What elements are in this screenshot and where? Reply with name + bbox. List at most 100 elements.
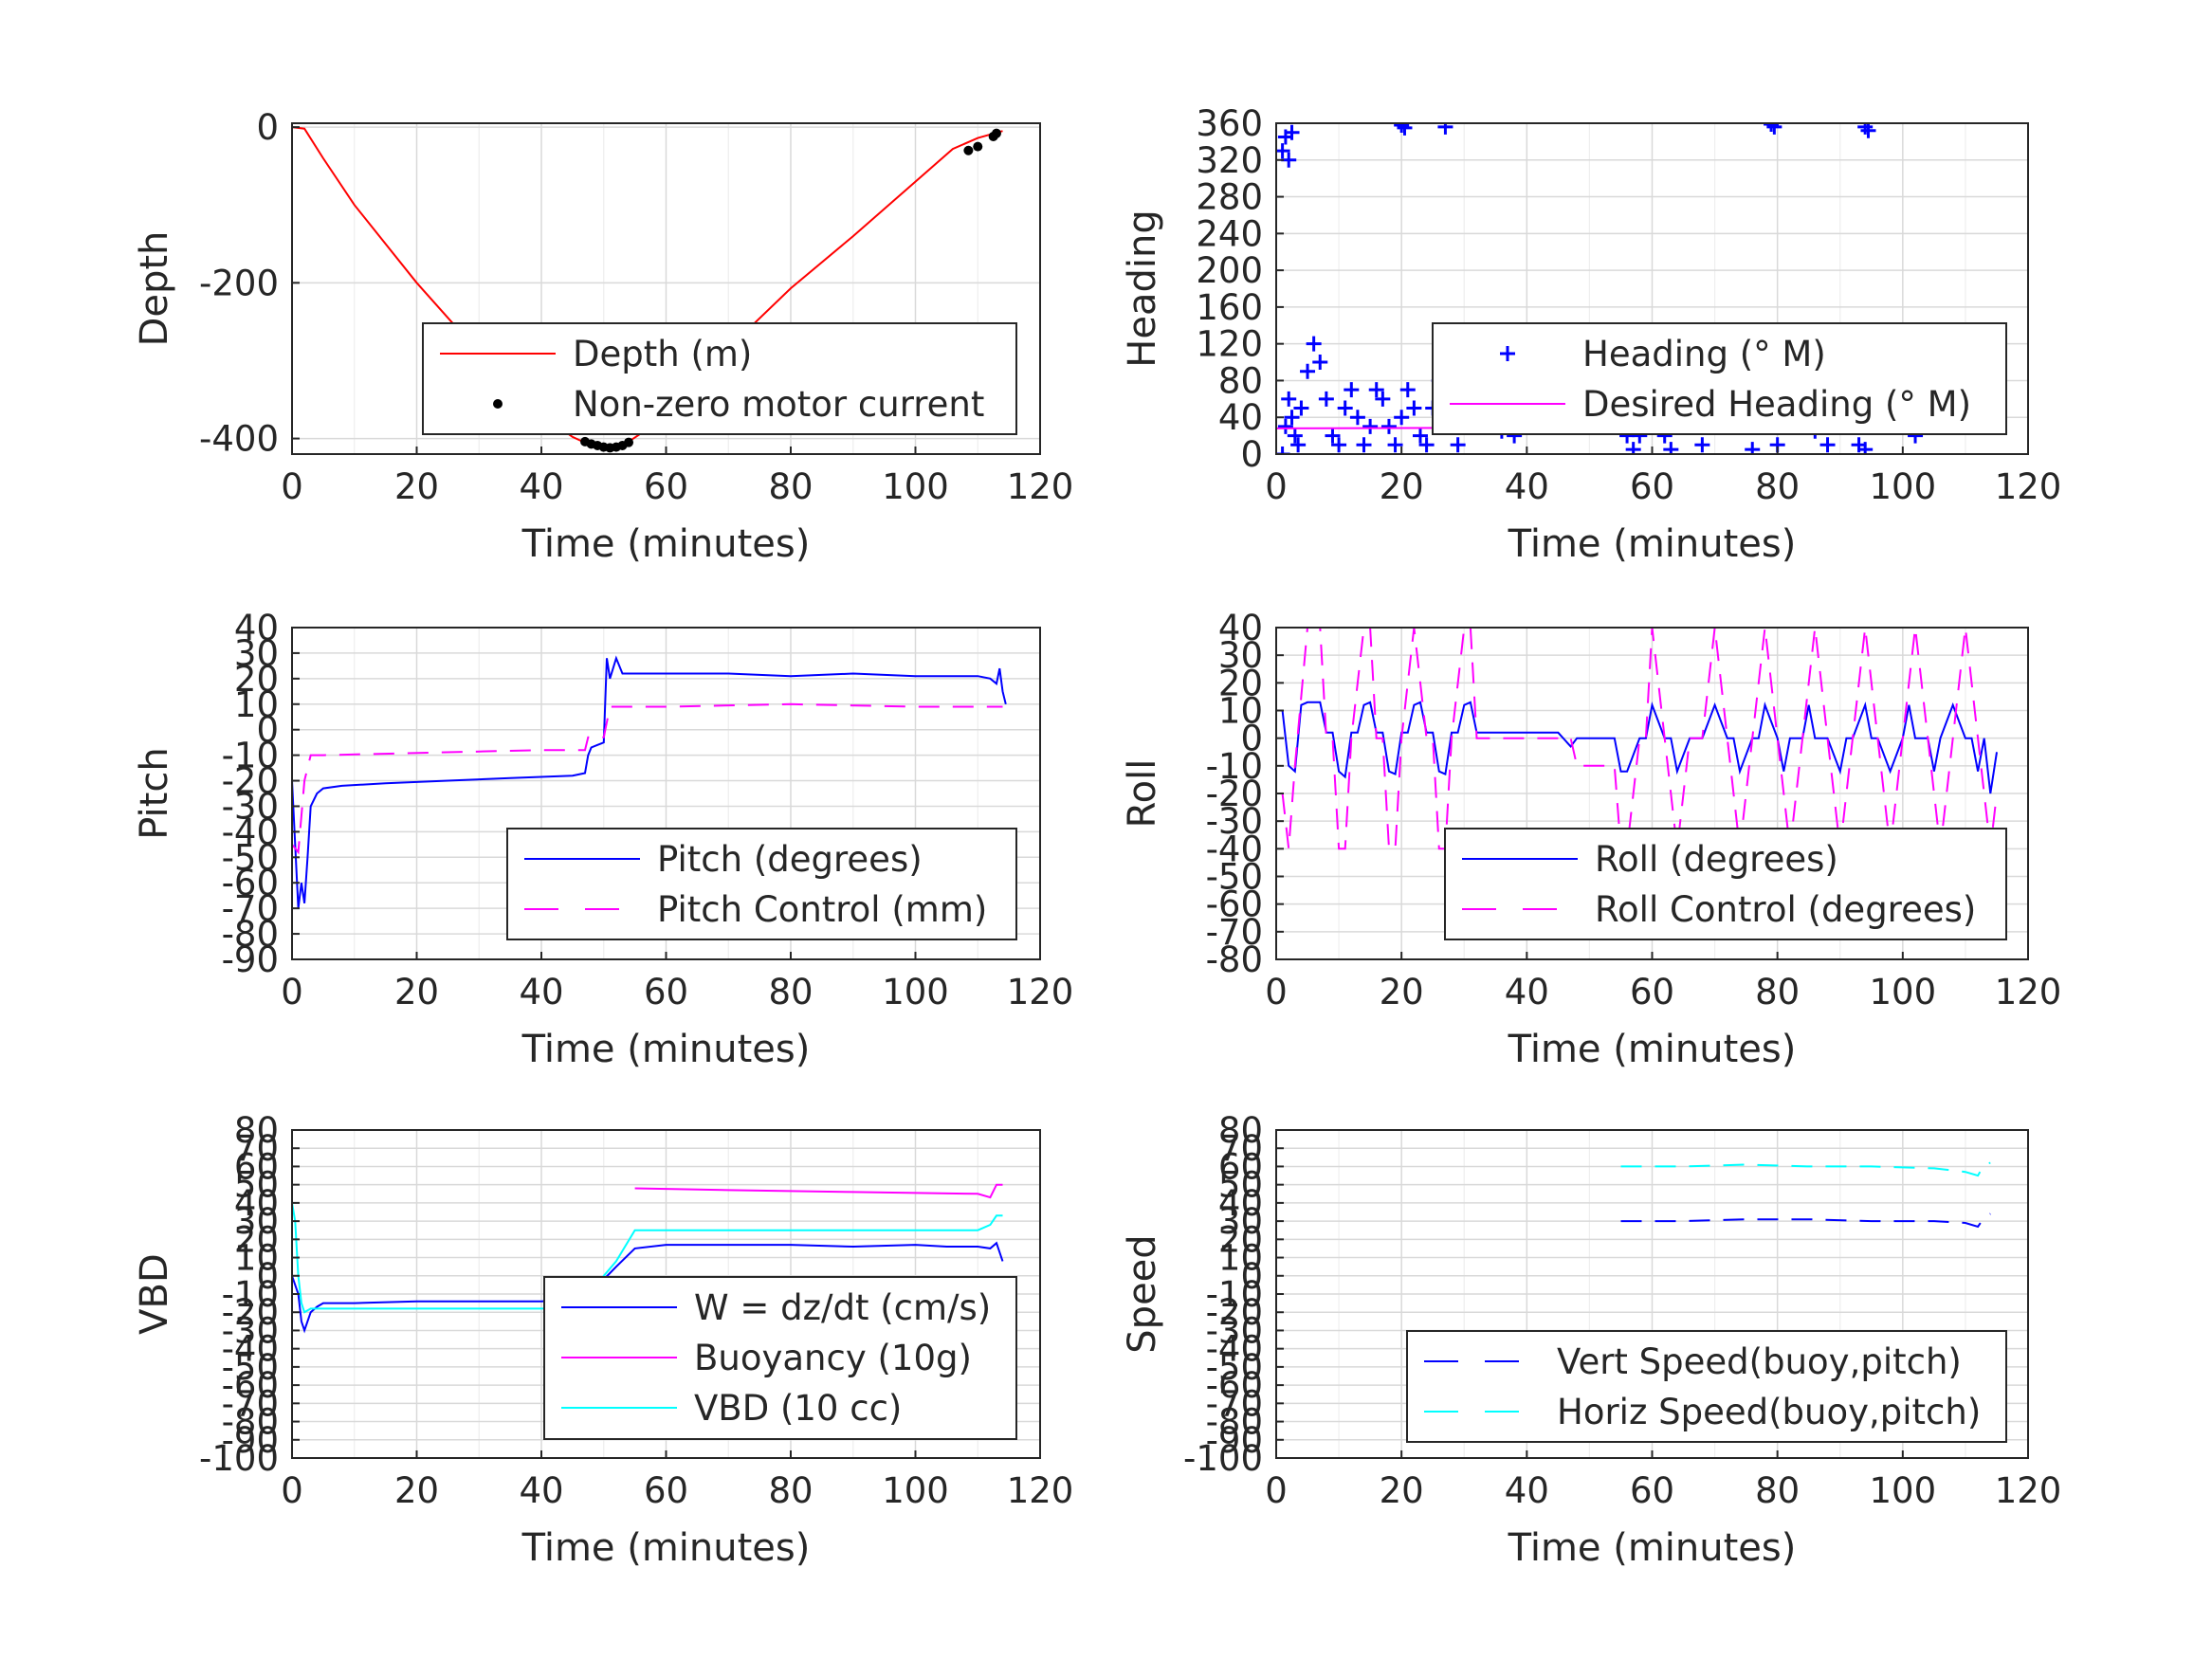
data-point	[1368, 382, 1384, 398]
x-tick-label: 40	[519, 972, 563, 1012]
y-tick-label: 80	[1218, 1110, 1263, 1151]
y-tick-label: 10	[234, 684, 279, 725]
legend-label: Desired Heading (° M)	[1582, 384, 1971, 425]
data-point	[991, 128, 1001, 138]
x-tick-label: 120	[1007, 1470, 1074, 1511]
x-tick-label: 20	[394, 1470, 439, 1511]
chart-panel-6: 0 20 40 60 80 100 12080706050403020100-10-20-3…	[1121, 1110, 2061, 1570]
legend-box	[1406, 1330, 2007, 1443]
y-tick-label: 320	[1196, 140, 1263, 181]
x-tick-label: 0	[1265, 972, 1288, 1012]
chart-panel-4: 0 20 40 60 80 100 120403020100-10-20-30-40-50-…	[1121, 608, 2061, 1071]
y-axis-label: Speed	[1121, 1234, 1164, 1353]
legend-label: Roll (degrees)	[1595, 839, 1838, 880]
y-axis-label: Pitch	[133, 747, 176, 839]
x-tick-label: 100	[1870, 466, 1937, 507]
y-tick-label: 40	[1218, 608, 1263, 648]
data-point	[1745, 442, 1761, 454]
x-tick-label: 40	[1505, 466, 1549, 507]
legend-marker	[493, 399, 503, 409]
data-point	[1663, 442, 1679, 454]
y-tick-label: -20	[222, 1292, 279, 1333]
y-tick-label: -30	[1206, 801, 1263, 842]
legend: Depth (m) Non-zero motor current	[422, 322, 1017, 435]
data-point	[1293, 400, 1309, 416]
x-tick-label: 60	[644, 466, 688, 507]
y-tick-label: 30	[234, 633, 279, 674]
y-tick-label: -70	[1206, 912, 1263, 953]
series-pitch-control-mm	[292, 702, 1003, 855]
y-tick-label: -80	[1206, 1402, 1263, 1443]
x-tick-label: 60	[644, 972, 688, 1012]
data-point	[1397, 123, 1413, 136]
legend-box	[1432, 322, 2007, 435]
series-horiz-speed-buoy-pitch	[1620, 1161, 1991, 1177]
data-point	[1281, 391, 1297, 407]
y-tick-label: -20	[1206, 774, 1263, 814]
series-layer	[292, 655, 1007, 909]
x-tick-label: 120	[1995, 972, 2062, 1012]
y-tick-label: -60	[1206, 1365, 1263, 1406]
y-tick-label: 80	[234, 1110, 279, 1151]
y-tick-label: 0	[256, 1256, 279, 1297]
y-tick-label: 200	[1196, 250, 1263, 291]
y-tick-label: -40	[222, 811, 279, 852]
x-tick-label: 100	[882, 1470, 949, 1511]
y-tick-label: -50	[222, 837, 279, 878]
y-tick-label: 10	[234, 1238, 279, 1279]
y-tick-label: 20	[234, 659, 279, 700]
y-axis-label: Depth	[133, 231, 176, 347]
data-point	[1284, 124, 1300, 140]
data-point	[1287, 428, 1303, 444]
legend: Roll (degrees) Roll Control (degrees)	[1444, 828, 2007, 940]
y-tick-label: 160	[1196, 287, 1263, 328]
data-point	[1306, 336, 1322, 352]
data-point	[1290, 437, 1307, 453]
x-tick-label: 40	[519, 466, 563, 507]
y-tick-label: -40	[222, 1329, 279, 1370]
y-tick-label: 0	[256, 710, 279, 751]
y-tick-label: -60	[222, 863, 279, 903]
x-tick-label: 0	[1265, 1470, 1288, 1511]
x-tick-label: 120	[1007, 972, 1074, 1012]
y-tick-label: 40	[234, 1183, 279, 1224]
data-point	[1344, 382, 1360, 398]
legend-marker	[1500, 346, 1515, 361]
legend-box	[506, 828, 1017, 940]
x-axis-label: Time (minutes)	[1508, 1028, 1797, 1071]
y-tick-label: 20	[1218, 663, 1263, 703]
legend-box	[1444, 828, 2007, 940]
series-buoyancy-10g	[634, 1183, 1003, 1199]
x-tick-label: 100	[1870, 972, 1937, 1012]
data-point	[1394, 123, 1410, 133]
data-point	[1694, 437, 1710, 453]
data-point	[1277, 418, 1293, 434]
y-tick-label: 0	[1240, 1256, 1263, 1297]
series-layer	[292, 126, 1003, 453]
y-tick-label: -70	[1206, 1383, 1263, 1424]
y-tick-label: 70	[234, 1128, 279, 1169]
x-tick-label: 100	[882, 466, 949, 507]
data-point	[624, 437, 634, 447]
y-tick-label: 10	[1218, 691, 1263, 732]
series-roll-control-degrees	[1281, 628, 1998, 850]
y-tick-label: -10	[222, 1274, 279, 1315]
data-point	[1375, 391, 1391, 407]
data-point	[1857, 442, 1874, 454]
y-tick-label: 20	[234, 1219, 279, 1260]
y-tick-label: -50	[1206, 1347, 1263, 1388]
x-tick-label: 0	[281, 1470, 303, 1511]
y-tick-label: 60	[1218, 1146, 1263, 1187]
data-point	[1380, 418, 1397, 434]
x-tick-label: 120	[1995, 466, 2062, 507]
x-tick-label: 0	[1265, 466, 1288, 507]
data-point	[1450, 437, 1466, 453]
data-point	[1362, 418, 1379, 434]
x-tick-label: 40	[1505, 972, 1549, 1012]
legend-label: Roll Control (degrees)	[1595, 889, 1976, 930]
series-roll-degrees	[1281, 701, 1998, 794]
series-non-zero-motor-current	[580, 128, 1001, 453]
x-axis-label: Time (minutes)	[521, 1028, 811, 1071]
y-tick-label: -70	[222, 888, 279, 929]
y-tick-label: -60	[222, 1365, 279, 1406]
